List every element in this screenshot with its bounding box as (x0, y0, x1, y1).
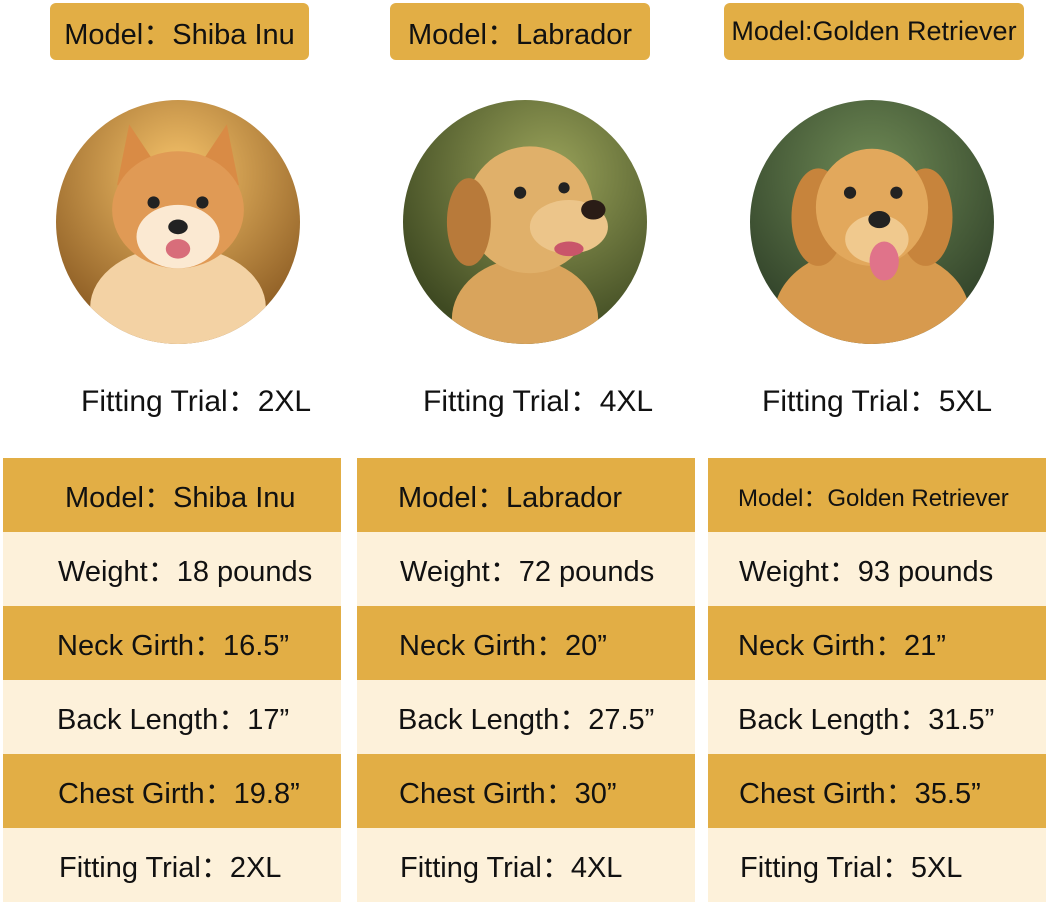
fitting-trial-row: Fitting Trial：5XL (708, 828, 1046, 902)
fitting-trial-caption-labrador: Fitting Trial：4XL (423, 385, 654, 418)
model-row: Model：Labrador (357, 458, 695, 532)
model-row: Model：Golden Retriever (708, 458, 1046, 532)
spec-table-shiba: Model：Shiba Inu Weight：18 pounds Neck Gi… (3, 458, 341, 902)
spec-table-labrador: Model：Labrador Weight：72 pounds Neck Gir… (357, 458, 695, 902)
fitting-trial-caption-shiba: Fitting Trial：2XL (81, 385, 312, 418)
neck-girth-row: Neck Girth：20” (357, 606, 695, 680)
model-badge-shiba: Model：Shiba Inu (50, 3, 309, 60)
weight-row: Weight：72 pounds (357, 532, 695, 606)
weight-row: Weight：93 pounds (708, 532, 1046, 606)
chest-girth-row: Chest Girth：19.8” (3, 754, 341, 828)
weight-row: Weight：18 pounds (3, 532, 341, 606)
fitting-trial-row: Fitting Trial：4XL (357, 828, 695, 902)
model-row: Model：Shiba Inu (3, 458, 341, 532)
golden-retriever-photo (750, 100, 994, 344)
neck-girth-row: Neck Girth：21” (708, 606, 1046, 680)
fitting-trial-caption-golden-retriever: Fitting Trial：5XL (762, 385, 993, 418)
model-badge-labrador: Model：Labrador (390, 3, 650, 60)
spec-table-golden-retriever: Model：Golden Retriever Weight：93 pounds … (708, 458, 1046, 902)
model-row-text: Model：Golden Retriever (738, 484, 1009, 512)
back-length-row: Back Length：31.5” (708, 680, 1046, 754)
fitting-trial-row: Fitting Trial：2XL (3, 828, 341, 902)
model-badge-golden-retriever: Model:Golden Retriever (724, 3, 1024, 60)
chest-girth-row: Chest Girth：30” (357, 754, 695, 828)
chest-girth-row: Chest Girth：35.5” (708, 754, 1046, 828)
labrador-photo (403, 100, 647, 344)
neck-girth-row: Neck Girth：16.5” (3, 606, 341, 680)
back-length-row: Back Length：17” (3, 680, 341, 754)
back-length-row: Back Length：27.5” (357, 680, 695, 754)
shiba-inu-photo (56, 100, 300, 344)
